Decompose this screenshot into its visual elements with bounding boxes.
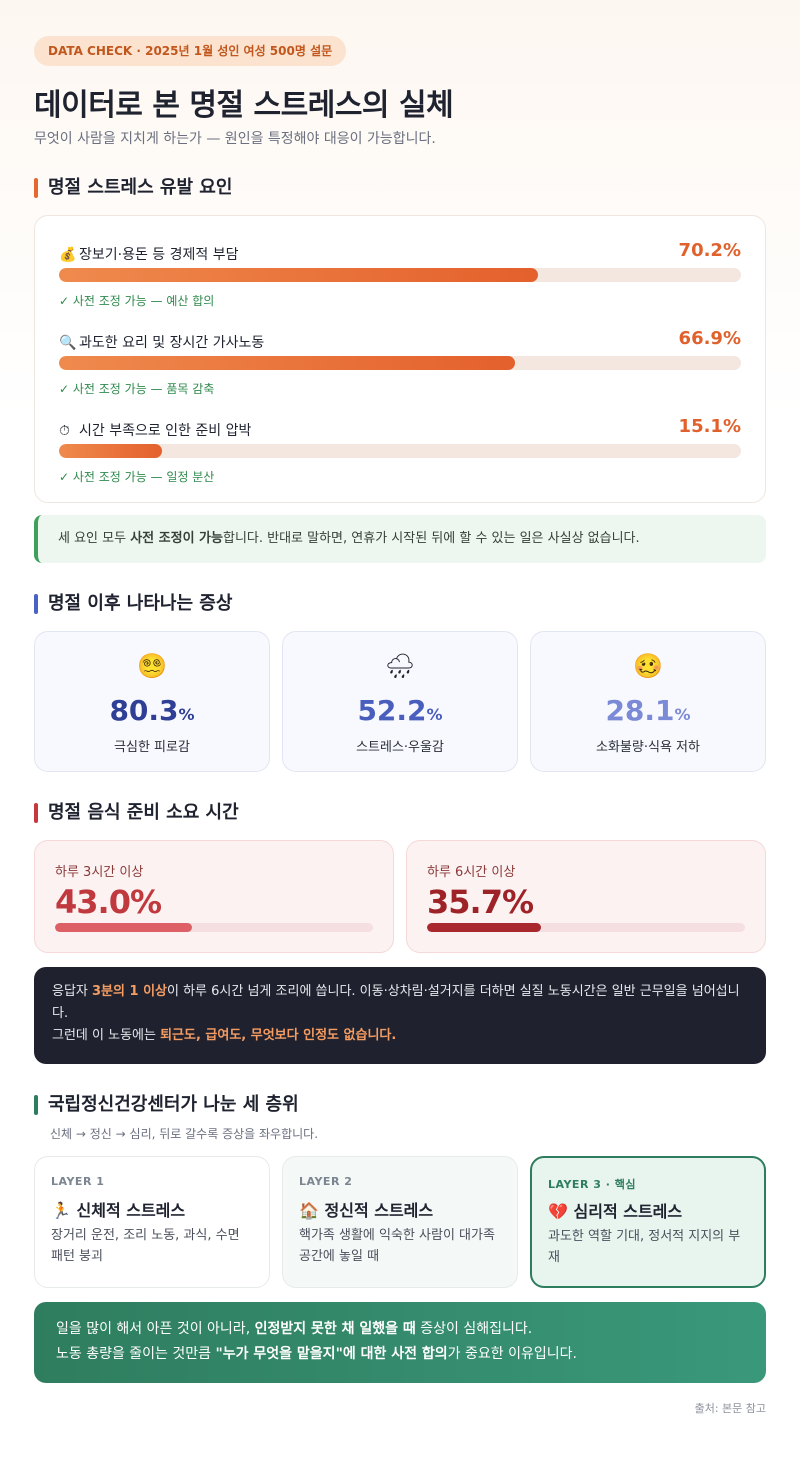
page-title: 데이터로 본 명절 스트레스의 실체 xyxy=(34,88,454,123)
conclusion-bold: "누가 무엇을 맡을지"에 대한 사전 합의 xyxy=(215,1346,448,1362)
symptom-number: 80.3 xyxy=(109,694,179,727)
conclusion-text: 가 중요한 이유입니다. xyxy=(447,1346,577,1362)
running-person-icon: 🏃 xyxy=(51,1201,71,1220)
section-heading-cooking: 명절 음식 준비 소요 시간 xyxy=(34,802,239,824)
symptom-card: 😵‍💫 80.3% 극심한 피로감 xyxy=(34,631,270,772)
cooking-bar-track xyxy=(427,923,745,932)
symptom-number: 28.1 xyxy=(605,694,675,727)
cause-bar-track xyxy=(59,356,741,370)
cooking-time-value: 43.0% xyxy=(55,883,162,921)
layer-key: LAYER 2 xyxy=(299,1175,353,1188)
callout-text: 세 요인 모두 xyxy=(58,531,131,546)
symptom-number: 52.2 xyxy=(357,694,427,727)
cause-value: 15.1% xyxy=(678,416,741,437)
cooking-time-card: 하루 3시간 이상 43.0% xyxy=(34,840,394,953)
symptom-label: 스트레스·우울감 xyxy=(356,740,444,755)
layer-title: 💔 심리적 스트레스 xyxy=(548,1198,682,1222)
data-badge: DATA CHECK · 2025년 1월 성인 여성 500명 설문 xyxy=(34,36,347,66)
symptom-unit: % xyxy=(674,705,691,724)
cause-value: 70.2% xyxy=(678,240,741,261)
cooking-time-label: 하루 6시간 이상 xyxy=(427,865,516,880)
layers-subtitle: 신체 → 정신 → 심리, 뒤로 갈수록 증상을 좌우합니다. xyxy=(50,1127,319,1141)
magnifier-icon: 🔍 xyxy=(59,335,77,351)
section-heading-layers: 국립정신건강센터가 나눈 세 층위 xyxy=(34,1094,299,1116)
cooking-bar-fill xyxy=(427,923,541,932)
section-heading-symptoms: 명절 이후 나타나는 증상 xyxy=(34,593,232,615)
cause-bar-fill xyxy=(59,268,538,282)
layer-card-1: LAYER 1 🏃 신체적 스트레스 장거리 운전, 조리 노동, 과식, 수면… xyxy=(34,1156,270,1288)
conclusion-text: 증상이 심해집니다. xyxy=(415,1321,533,1337)
layer-card-2: LAYER 2 🏠 정신적 스트레스 핵가족 생활에 익숙한 사람이 대가족 공… xyxy=(282,1156,518,1288)
cause-label: 과도한 요리 및 장시간 가사노동 xyxy=(79,335,265,351)
cooking-time-card: 하루 6시간 이상 35.7% xyxy=(406,840,766,953)
woozy-face-icon: 🥴 xyxy=(633,652,663,680)
layer-desc: 장거리 운전, 조리 노동, 과식, 수면 패턴 붕괴 xyxy=(51,1228,240,1264)
layer-title-text: 정신적 스트레스 xyxy=(324,1201,434,1220)
insight-line-1: 응답자 3분의 1 이상이 하루 6시간 넘게 조리에 씁니다. 이동·상차림·… xyxy=(52,981,748,1025)
cooking-time-value: 35.7% xyxy=(427,883,534,921)
insight-text: 그런데 이 노동에는 xyxy=(52,1028,161,1043)
symptom-value: 52.2% xyxy=(283,694,517,727)
symptom-unit: % xyxy=(426,705,443,724)
cooking-bar-track xyxy=(55,923,373,932)
cause-note: ✓ 사전 조정 가능 — 예산 합의 xyxy=(59,294,215,308)
conclusion-line-2: 노동 총량을 줄이는 것만큼 "누가 무엇을 맡을지"에 대한 사전 합의가 중… xyxy=(56,1342,744,1367)
layer-title: 🏃 신체적 스트레스 xyxy=(51,1197,185,1221)
section-heading-causes: 명절 스트레스 유발 요인 xyxy=(34,177,232,199)
cause-bar-track xyxy=(59,444,741,458)
insight-highlight: 3분의 1 이상 xyxy=(92,984,167,999)
layer-title-text: 신체적 스트레스 xyxy=(76,1201,186,1220)
layer-title: 🏠 정신적 스트레스 xyxy=(299,1197,433,1221)
layer-key: LAYER 3 · 핵심 xyxy=(548,1178,636,1191)
insight-text: 응답자 xyxy=(52,984,93,999)
cause-note: ✓ 사전 조정 가능 — 일정 분산 xyxy=(59,470,215,484)
conclusion-bold: 인정받지 못한 채 일했을 때 xyxy=(254,1321,416,1337)
stopwatch-icon: ⏱ xyxy=(59,423,70,439)
cause-value: 66.9% xyxy=(678,328,741,349)
cooking-insight-box: 응답자 3분의 1 이상이 하루 6시간 넘게 조리에 씁니다. 이동·상차림·… xyxy=(34,967,766,1064)
conclusion-box: 일을 많이 해서 아픈 것이 아니라, 인정받지 못한 채 일했을 때 증상이 … xyxy=(34,1302,766,1383)
insight-text: 이 하루 6시간 넘게 조리에 씁니다. 이동·상차림·설거지를 더하면 실질 … xyxy=(52,984,740,1021)
layer-title-text: 심리적 스트레스 xyxy=(573,1202,683,1221)
conclusion-text: 노동 총량을 줄이는 것만큼 xyxy=(56,1346,216,1362)
symptom-value: 28.1% xyxy=(531,694,765,727)
cause-bar-fill xyxy=(59,356,516,370)
layer-card-3: LAYER 3 · 핵심 💔 심리적 스트레스 과도한 역할 기대, 정서적 지… xyxy=(530,1156,766,1288)
causes-card: 💰 장보기·용돈 등 경제적 부담 70.2% ✓ 사전 조정 가능 — 예산 합… xyxy=(34,215,766,503)
symptom-card: 🌧 52.2% 스트레스·우울감 xyxy=(282,631,518,772)
symptom-label: 소화불량·식욕 저하 xyxy=(596,740,700,755)
layer-key: LAYER 1 xyxy=(51,1175,105,1188)
cooking-bar-fill xyxy=(55,923,192,932)
cause-label: 장보기·용돈 등 경제적 부담 xyxy=(79,247,239,263)
symptom-unit: % xyxy=(178,705,195,724)
house-icon: 🏠 xyxy=(299,1201,319,1220)
symptom-label: 극심한 피로감 xyxy=(114,740,190,755)
money-bag-icon: 💰 xyxy=(59,247,77,263)
insight-line-2: 그런데 이 노동에는 퇴근도, 급여도, 무엇보다 인정도 없습니다. xyxy=(52,1025,748,1047)
cause-bar-fill xyxy=(59,444,162,458)
conclusion-line-1: 일을 많이 해서 아픈 것이 아니라, 인정받지 못한 채 일했을 때 증상이 … xyxy=(56,1317,744,1342)
layer-desc: 과도한 역할 기대, 정서적 지지의 부재 xyxy=(548,1229,741,1265)
cause-note: ✓ 사전 조정 가능 — 품목 감축 xyxy=(59,382,215,396)
dizzy-face-icon: 😵‍💫 xyxy=(137,652,167,680)
page-subtitle: 무엇이 사람을 지치게 하는가 — 원인을 특정해야 대응이 가능합니다. xyxy=(34,131,436,147)
callout-bold: 사전 조정이 가능 xyxy=(130,531,223,546)
conclusion-text: 일을 많이 해서 아픈 것이 아니라, xyxy=(56,1321,255,1337)
symptom-card: 🥴 28.1% 소화불량·식욕 저하 xyxy=(530,631,766,772)
cause-label: 시간 부족으로 인한 준비 압박 xyxy=(79,423,252,439)
cause-bar-track xyxy=(59,268,741,282)
causes-callout: 세 요인 모두 사전 조정이 가능합니다. 반대로 말하면, 연휴가 시작된 뒤… xyxy=(34,515,766,563)
source-note: 출처: 본문 참고 xyxy=(694,1402,766,1415)
layer-desc: 핵가족 생활에 익숙한 사람이 대가족 공간에 놓일 때 xyxy=(299,1228,495,1264)
callout-text: 합니다. 반대로 말하면, 연휴가 시작된 뒤에 할 수 있는 일은 사실상 없… xyxy=(222,531,640,546)
rain-cloud-icon: 🌧 xyxy=(384,652,416,680)
insight-highlight: 퇴근도, 급여도, 무엇보다 인정도 없습니다. xyxy=(160,1028,397,1043)
symptom-value: 80.3% xyxy=(35,694,269,727)
broken-heart-icon: 💔 xyxy=(548,1202,568,1221)
cooking-time-label: 하루 3시간 이상 xyxy=(55,865,144,880)
